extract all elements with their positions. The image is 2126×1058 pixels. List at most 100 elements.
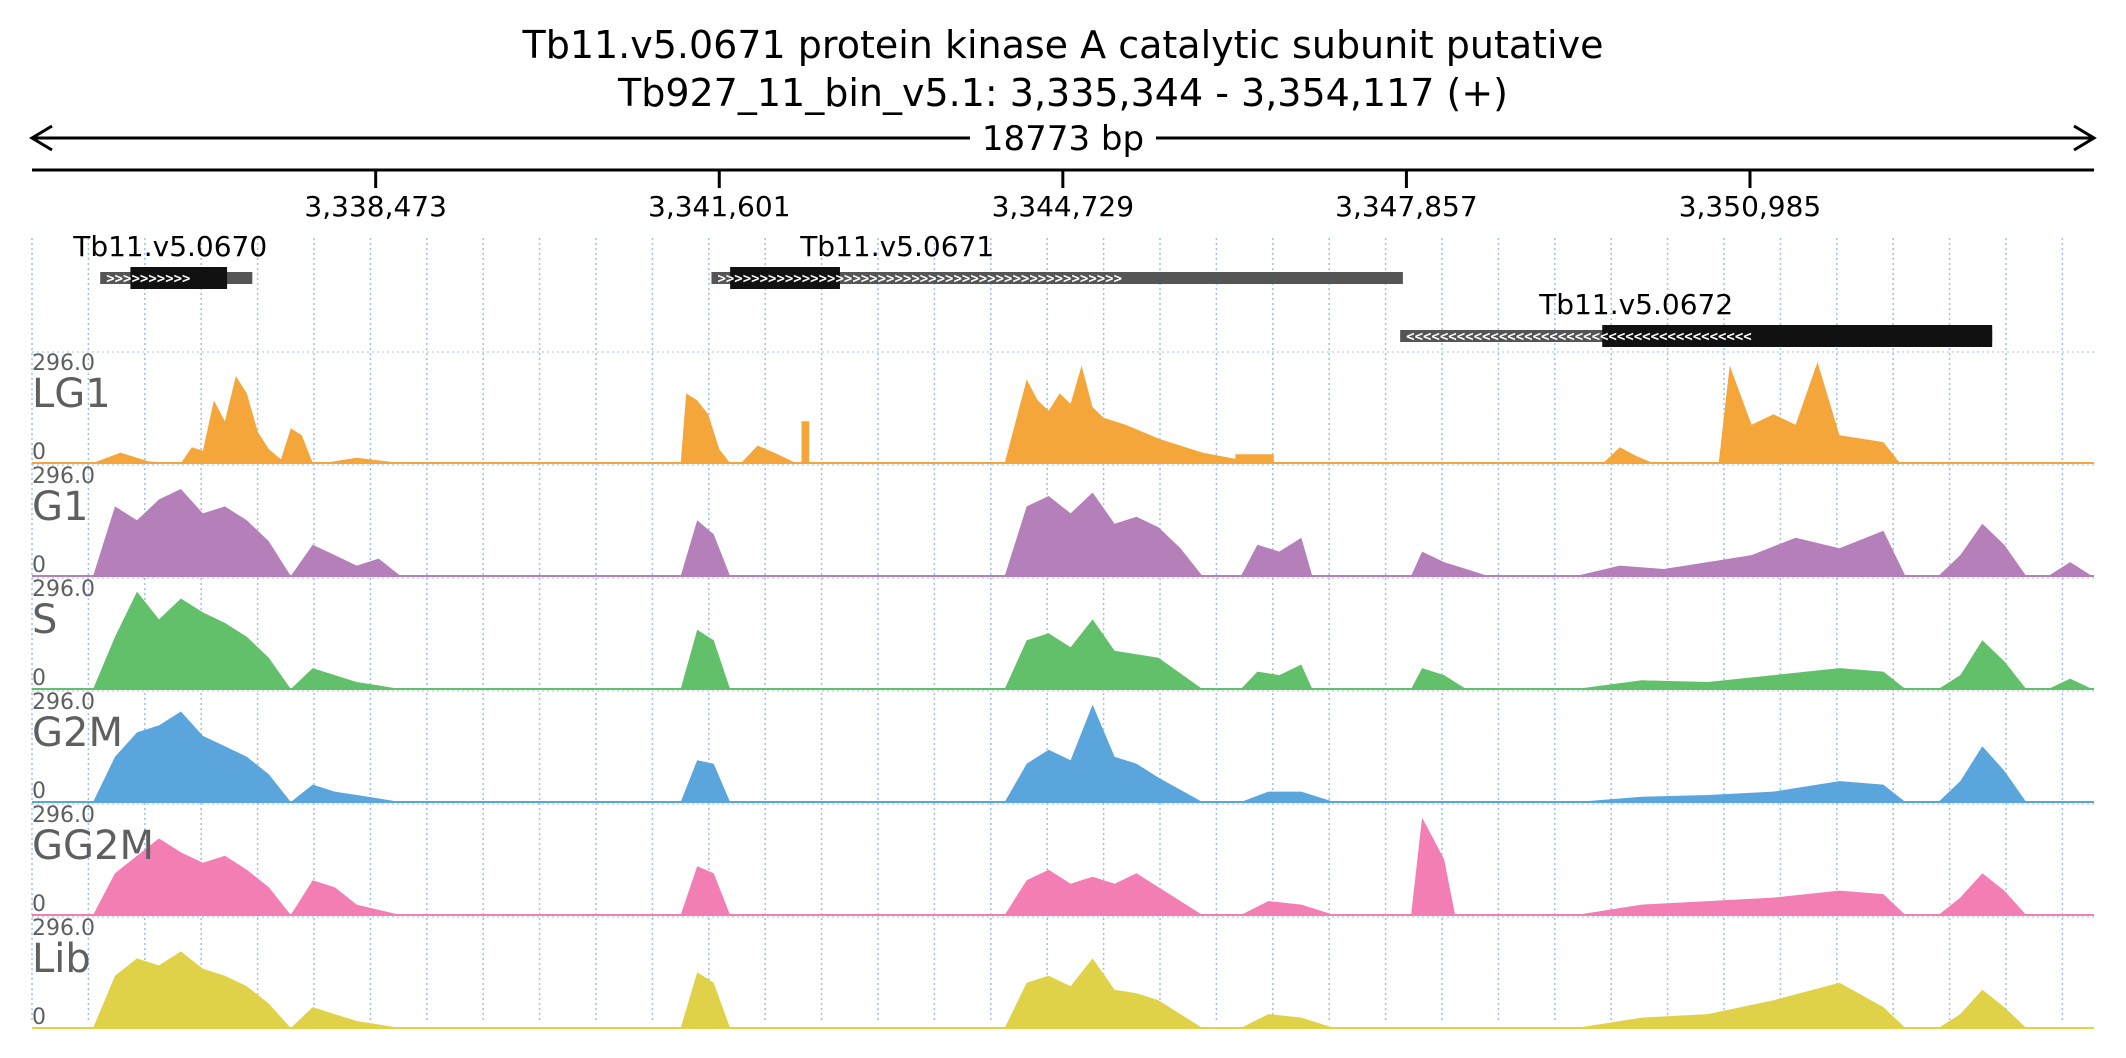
coverage-area — [93, 489, 291, 576]
gene-cds-bar — [730, 267, 840, 289]
coverage-area — [1938, 523, 2027, 576]
coverage-area — [680, 972, 731, 1028]
coverage-tracks: 296.0LG10296.0G10296.0S0296.0G2M0296.0GG… — [32, 351, 2094, 1030]
coverage-area — [290, 544, 401, 576]
gene-cds-bar — [130, 267, 228, 289]
gene-label: Tb11.v5.0670 — [72, 230, 267, 263]
coverage-area — [323, 457, 401, 463]
coverage-area — [1411, 551, 1488, 576]
gene-cds-bar — [1602, 325, 1993, 347]
coverage-area — [1575, 668, 1906, 689]
track-S: 296.0S 0 — [32, 577, 2094, 691]
coverage-area — [680, 520, 731, 576]
track-name: G1 — [32, 484, 88, 530]
track-name: GG2M — [32, 823, 154, 869]
coverage-area — [741, 445, 796, 463]
coverage-area — [1603, 447, 1653, 463]
coverage-area — [1938, 640, 2027, 689]
coverage-area — [1004, 869, 1203, 915]
strand-chevrons: >>>>>>>>>> — [106, 271, 190, 287]
coverage-area — [1240, 791, 1335, 802]
coverage-area — [180, 376, 286, 463]
coverage-area — [1004, 365, 1258, 463]
coverage-area — [1938, 746, 2027, 802]
track-min-label: 0 — [32, 779, 46, 804]
gene-Tb11.v5.0670: Tb11.v5.0670 >>>>>>>>>> — [72, 230, 267, 289]
gene-label: Tb11.v5.0671 — [799, 230, 994, 263]
x-tick-label: 3,347,857 — [1335, 190, 1478, 223]
chart-subtitle: Tb927_11_bin_v5.1: 3,335,344 - 3,354,117… — [617, 71, 1508, 115]
coverage-area — [290, 1007, 401, 1028]
coverage-area — [1411, 817, 1456, 915]
track-max-label: 296.0 — [32, 690, 95, 715]
coverage-area — [1718, 362, 1900, 463]
gene-annotation-track: Tb11.v5.0670 >>>>>>>>>> Tb11.v5.0671 >>>>>>… — [72, 230, 1993, 347]
coverage-area — [1575, 890, 1906, 915]
coverage-area — [1938, 989, 2027, 1028]
strand-chevrons: >>>>>>>>>>>>>>>>>>>>>>>>>>>>>>>>>>>>>>>>… — [717, 271, 1122, 287]
track-max-label: 296.0 — [32, 464, 95, 489]
coverage-area — [1240, 901, 1335, 915]
span-arrow-right-head — [2073, 124, 2097, 152]
track-min-label: 0 — [32, 892, 46, 917]
gene-Tb11.v5.0671: Tb11.v5.0671 >>>>>>>>>>>>>>>>>>>>>>>>>>>>… — [711, 230, 1403, 289]
coverage-area — [290, 668, 401, 689]
coverage-area — [680, 629, 731, 689]
span-indicator: 18773 bp — [29, 119, 2097, 159]
track-name: S — [32, 597, 57, 643]
coverage-area — [1240, 664, 1313, 689]
strand-chevrons: <<<<<<<<<<<<<<<<<<<<<<<<<<<<<<<<<<<<<<<<… — [1406, 329, 1752, 345]
gene-utr-bar — [711, 272, 1403, 284]
coverage-area — [680, 760, 731, 802]
x-tick-label: 3,338,473 — [304, 190, 447, 223]
span-length-label: 18773 bp — [982, 119, 1144, 159]
x-tick-label: 3,341,601 — [648, 190, 791, 223]
track-max-label: 296.0 — [32, 803, 95, 828]
coverage-area — [1004, 958, 1203, 1028]
coverage-area — [1004, 492, 1203, 576]
coverage-area — [1004, 704, 1203, 802]
gene-Tb11.v5.0672: Tb11.v5.0672 <<<<<<<<<<<<<<<<<<<<<<<<<<<<… — [1400, 288, 1993, 347]
track-max-label: 296.0 — [32, 916, 95, 941]
coverage-area — [93, 591, 291, 689]
coverage-area — [279, 428, 313, 463]
coverage-area — [1575, 530, 1906, 576]
coverage-area — [801, 421, 810, 463]
track-min-label: 0 — [32, 1005, 46, 1030]
chart-title: Tb11.v5.0671 protein kinase A catalytic … — [522, 23, 1604, 67]
coverage-area — [290, 784, 401, 802]
track-max-label: 296.0 — [32, 577, 95, 602]
x-axis-ticks: 3,338,473 3,341,601 3,344,729 3,347,857 3,35… — [304, 170, 1821, 223]
track-max-label: 296.0 — [32, 351, 95, 376]
coverage-area — [93, 711, 291, 802]
track-name: G2M — [32, 710, 123, 756]
coverage-area — [2048, 562, 2093, 576]
coverage-area — [1411, 668, 1467, 689]
coverage-area — [290, 880, 401, 915]
track-G1: 296.0G1 0 — [32, 464, 2094, 578]
coverage-area — [1240, 537, 1313, 576]
coverage-area — [93, 951, 291, 1028]
gene-label: Tb11.v5.0672 — [1538, 288, 1733, 321]
coverage-area — [1004, 619, 1203, 689]
track-name: LG1 — [32, 371, 111, 417]
coverage-area — [1575, 982, 1906, 1028]
coverage-area — [680, 866, 731, 915]
coverage-area — [1938, 873, 2027, 915]
span-arrow-left-head — [29, 124, 53, 152]
coverage-area — [2048, 678, 2093, 689]
coverage-area — [93, 838, 291, 915]
coverage-area — [680, 393, 731, 463]
track-min-label: 0 — [32, 553, 46, 578]
coverage-area — [1235, 454, 1274, 463]
track-min-label: 0 — [32, 440, 46, 465]
coverage-area — [1240, 1014, 1335, 1028]
x-tick-label: 3,350,985 — [1679, 190, 1822, 223]
track-min-label: 0 — [32, 666, 46, 691]
track-name: Lib — [32, 936, 91, 982]
